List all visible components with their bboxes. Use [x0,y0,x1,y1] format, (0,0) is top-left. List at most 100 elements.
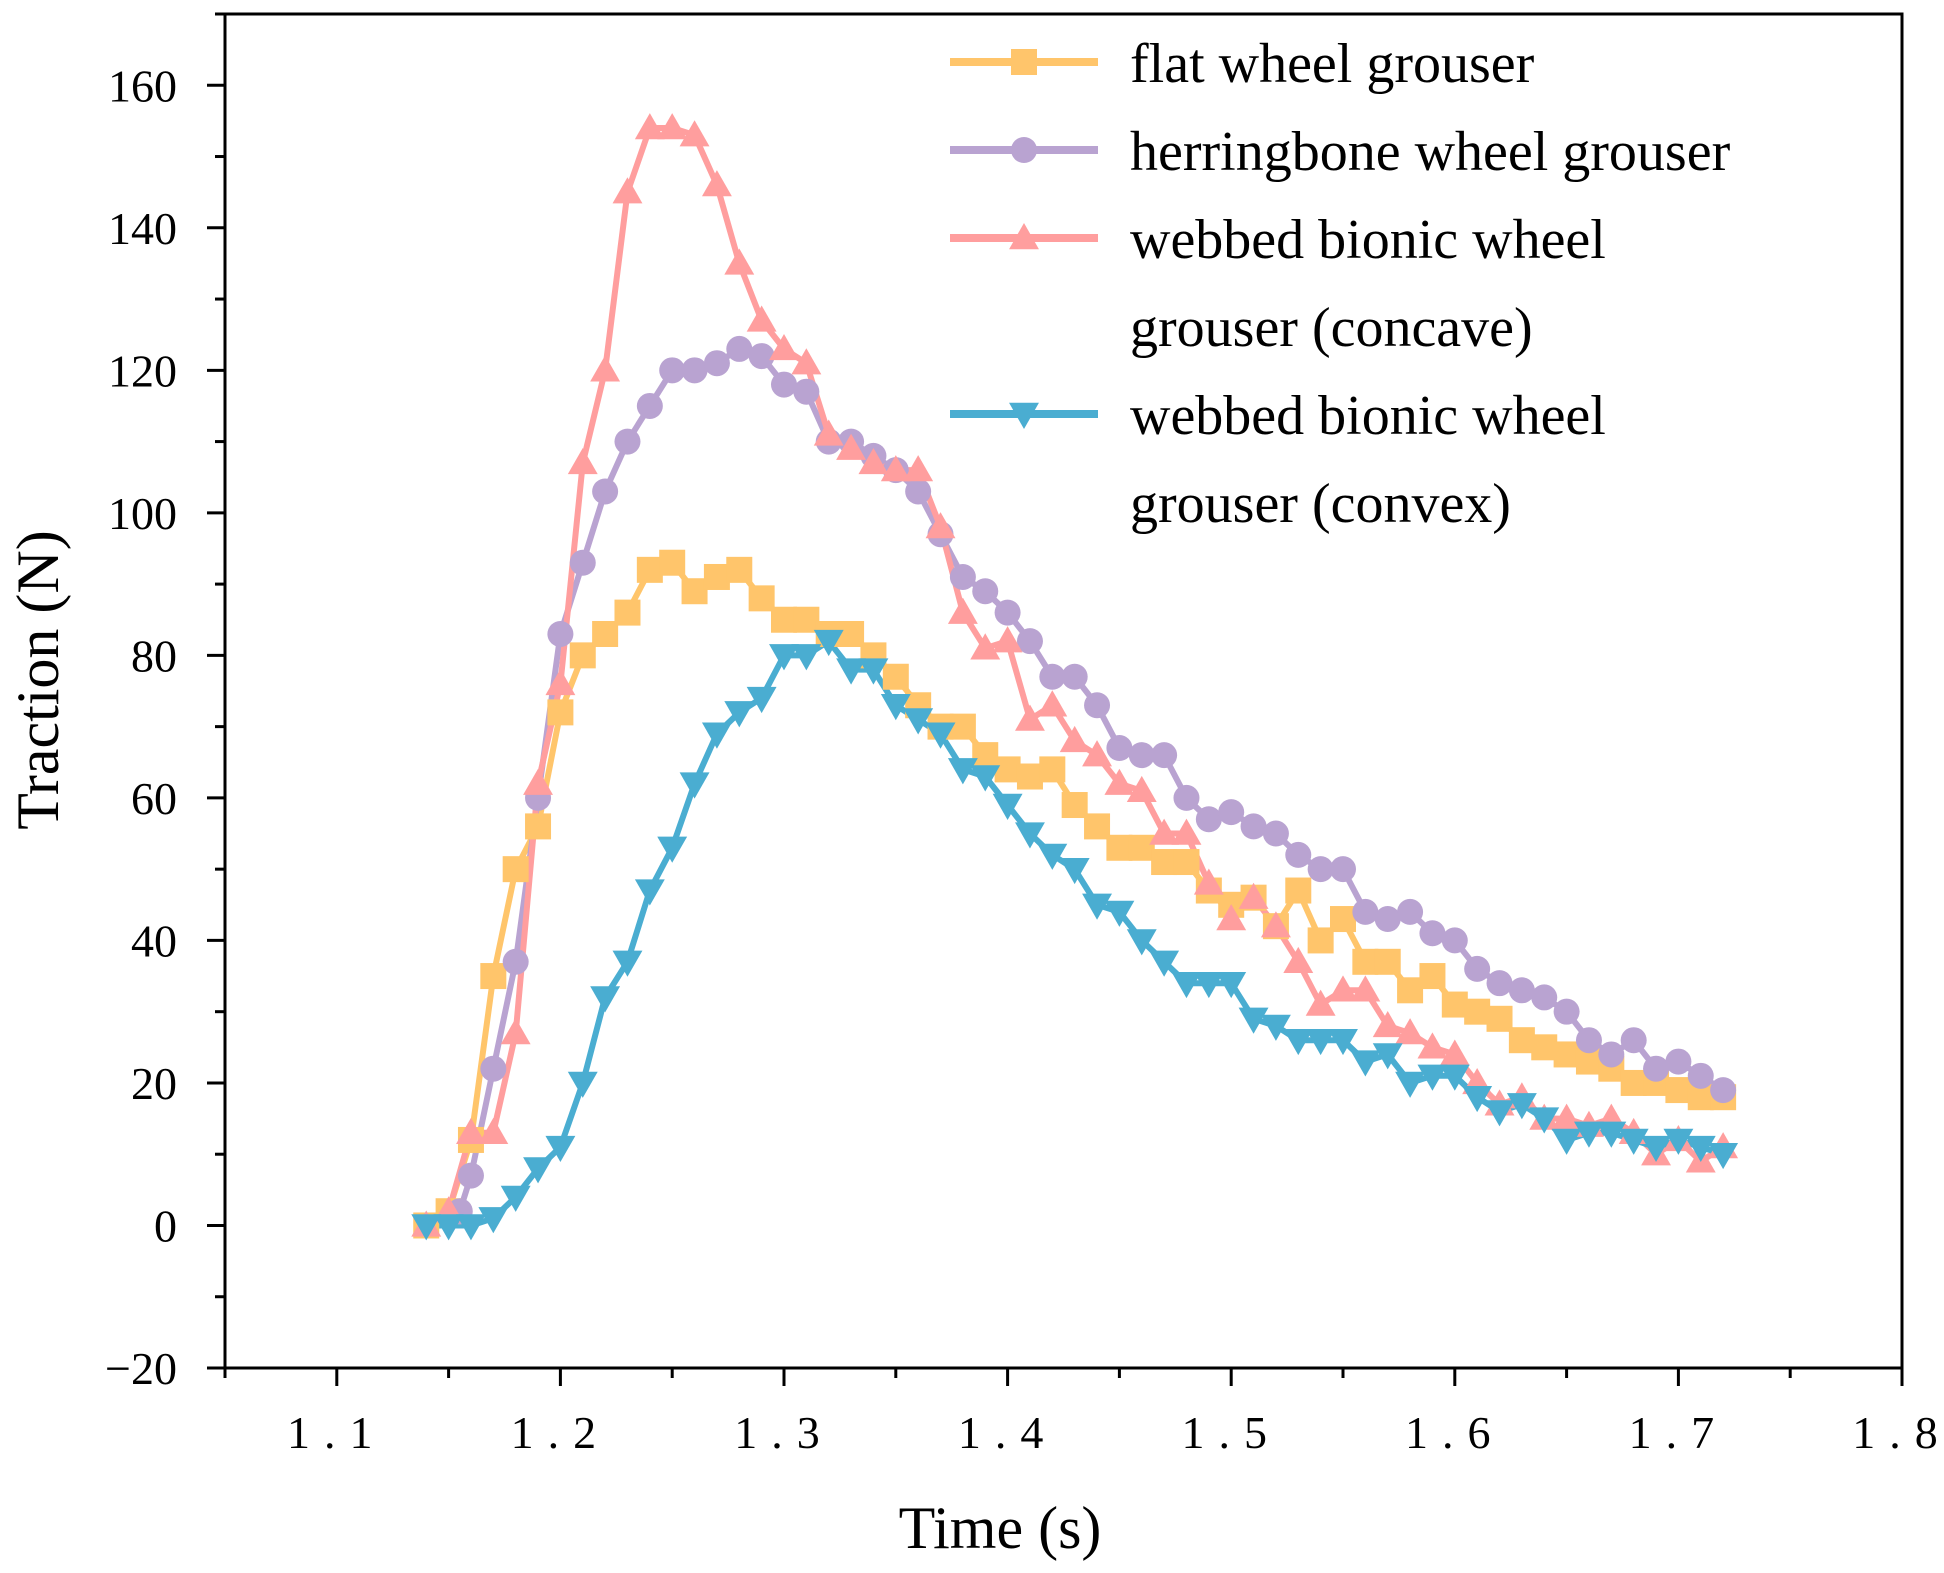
data-point-series-4 [612,950,643,977]
data-point-series-1 [547,699,574,726]
series-line-1 [424,559,1724,1229]
data-point-series-4 [590,986,621,1013]
data-point-series-4 [903,708,934,735]
y-tick-label: 40 [131,915,177,966]
data-point-series-2 [905,478,932,505]
data-point-series-4 [836,658,867,685]
data-point-series-1 [1039,756,1066,783]
data-point-series-3 [1350,975,1381,1002]
data-point-series-1 [1106,834,1133,861]
data-point-series-2 [1084,692,1111,719]
data-point-series-1 [1620,1069,1647,1096]
data-point-series-4 [1104,900,1135,927]
data-point-series-2 [1352,898,1379,925]
data-point-series-3 [1037,690,1068,717]
data-point-series-1 [1486,1005,1513,1032]
x-tick-label: 1.7 [1629,1407,1729,1458]
legend-marker [1009,223,1039,250]
legend-marker [1009,402,1039,429]
data-point-series-2 [1173,784,1200,811]
data-point-series-1 [1508,1027,1535,1054]
x-tick-label: 1.6 [1405,1407,1505,1458]
data-point-series-4 [1126,929,1157,956]
data-point-series-1 [1061,792,1088,819]
data-point-series-2 [1240,813,1267,840]
series-markers-2 [446,335,1737,1225]
data-point-series-4 [1596,1121,1627,1148]
data-point-series-1 [1330,906,1356,933]
y-tick-label: 160 [108,60,177,111]
data-point-series-2 [1464,955,1491,982]
data-point-series-3 [769,333,799,361]
data-point-series-2 [771,371,797,398]
data-point-series-2 [1620,1027,1647,1054]
data-point-series-2 [547,620,574,647]
data-point-series-3 [1238,882,1269,909]
data-point-series-3 [791,348,822,375]
data-point-series-1 [525,813,552,840]
data-point-series-3 [612,177,643,204]
data-point-series-4 [1663,1128,1694,1155]
data-point-series-2 [659,357,686,384]
data-point-series-2 [726,335,753,362]
data-point-series-3 [701,170,732,197]
data-point-series-4 [500,1185,531,1212]
data-point-series-3 [903,455,934,482]
data-point-series-3 [1149,818,1180,845]
data-point-series-4 [858,658,889,685]
data-point-series-4 [456,1214,486,1241]
data-point-series-2 [1039,663,1066,690]
data-point-series-3 [456,1117,486,1145]
legend-marker [1011,137,1037,163]
data-point-series-4 [679,772,710,799]
data-point-series-3 [1171,818,1202,845]
data-point-series-1 [793,606,820,633]
data-point-series-1 [480,963,507,990]
y-tick-label: 60 [131,773,177,824]
x-tick-label: 1.5 [1181,1407,1281,1458]
data-point-series-3 [858,448,889,475]
data-point-series-3 [1260,911,1291,938]
data-point-series-1 [636,556,663,583]
data-point-series-4 [1059,857,1090,885]
data-point-series-3 [1082,740,1112,767]
data-point-series-4 [1082,893,1112,920]
x-axis-title: Time (s) [899,1495,1102,1561]
data-point-series-2 [569,549,596,576]
data-point-series-1 [1553,1041,1580,1068]
data-point-series-1 [972,742,999,769]
data-point-series-1 [1374,948,1401,975]
data-point-series-4 [1171,971,1202,999]
data-point-series-1 [1419,963,1446,990]
data-point-series-1 [569,642,596,669]
data-point-series-3 [970,633,1001,660]
data-point-series-2 [1486,970,1513,997]
data-point-series-4 [545,1135,576,1163]
data-point-series-4 [567,1071,598,1098]
data-point-series-4 [1283,1028,1314,1056]
data-point-series-2 [1218,799,1245,826]
data-point-series-2 [1151,742,1178,769]
data-point-series-1 [838,620,865,647]
data-point-series-2 [972,578,999,605]
data-point-series-3 [836,433,867,460]
data-point-series-4 [1328,1028,1358,1056]
series-line-2 [456,345,1725,1213]
data-point-series-1 [748,585,775,612]
data-point-series-2 [1397,898,1424,925]
data-point-series-4 [1685,1135,1716,1163]
data-point-series-4 [1551,1128,1582,1155]
data-point-series-3 [1015,704,1045,731]
data-point-series-2 [1710,1077,1737,1104]
data-point-series-3 [1126,775,1157,802]
data-point-series-1 [659,549,686,576]
series-markers-layer [411,113,1739,1241]
data-point-series-1 [1151,849,1178,876]
data-point-series-1 [1173,849,1200,876]
data-point-series-1 [614,599,641,626]
data-point-series-1 [1084,813,1111,840]
data-point-series-2 [480,1055,507,1082]
data-point-series-4 [1641,1135,1671,1163]
data-point-series-3 [925,512,956,539]
legend-item-3: webbed bionic wheel grouser (concave) [950,209,1606,359]
